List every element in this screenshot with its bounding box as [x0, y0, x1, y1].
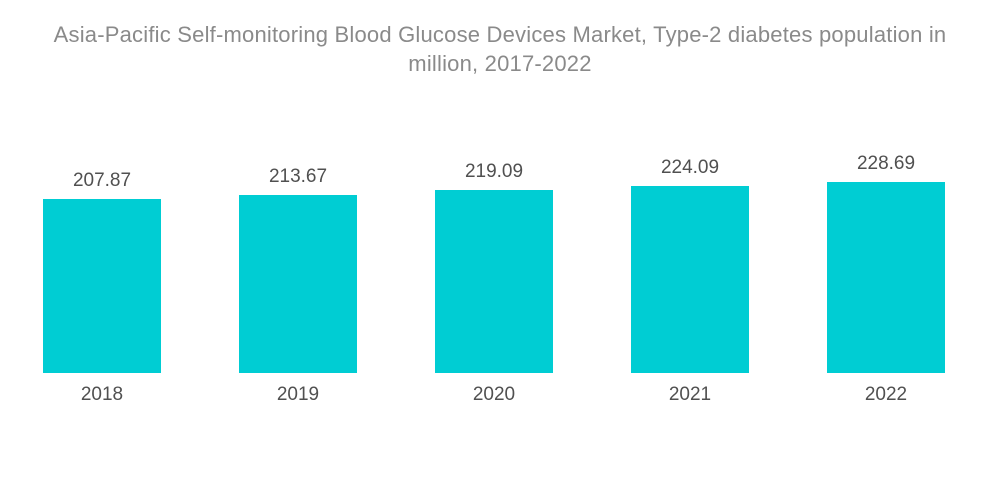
- bar: [827, 182, 945, 374]
- bar-column: 224.09 2021: [631, 157, 749, 406]
- x-axis-label: 2018: [80, 384, 124, 406]
- bar: [631, 185, 749, 374]
- bar-value-label: 228.69: [856, 153, 916, 175]
- bar-value-label: 224.09: [660, 156, 720, 178]
- bar: [43, 199, 161, 374]
- x-axis-label: 2022: [864, 384, 908, 406]
- x-axis-label: 2019: [276, 384, 320, 406]
- bar-column: 228.69 2022: [827, 153, 945, 406]
- x-axis-label: 2021: [668, 384, 712, 406]
- bar-column: 213.67 2019: [239, 166, 357, 407]
- x-axis-label: 2020: [472, 384, 516, 406]
- bar-value-label: 207.87: [72, 170, 132, 192]
- bar: [435, 190, 553, 374]
- chart-title: Asia-Pacific Self-monitoring Blood Gluco…: [53, 22, 947, 77]
- bar-column: 219.09 2020: [435, 161, 553, 406]
- bar-value-label: 213.67: [268, 165, 328, 187]
- bar-value-label: 219.09: [464, 161, 524, 183]
- bar-chart: 207.87 2018 213.67 2019 219.09 2020 224.09 2021…: [43, 150, 1000, 406]
- bar: [239, 194, 357, 374]
- bar-column: 207.87 2018: [43, 170, 161, 406]
